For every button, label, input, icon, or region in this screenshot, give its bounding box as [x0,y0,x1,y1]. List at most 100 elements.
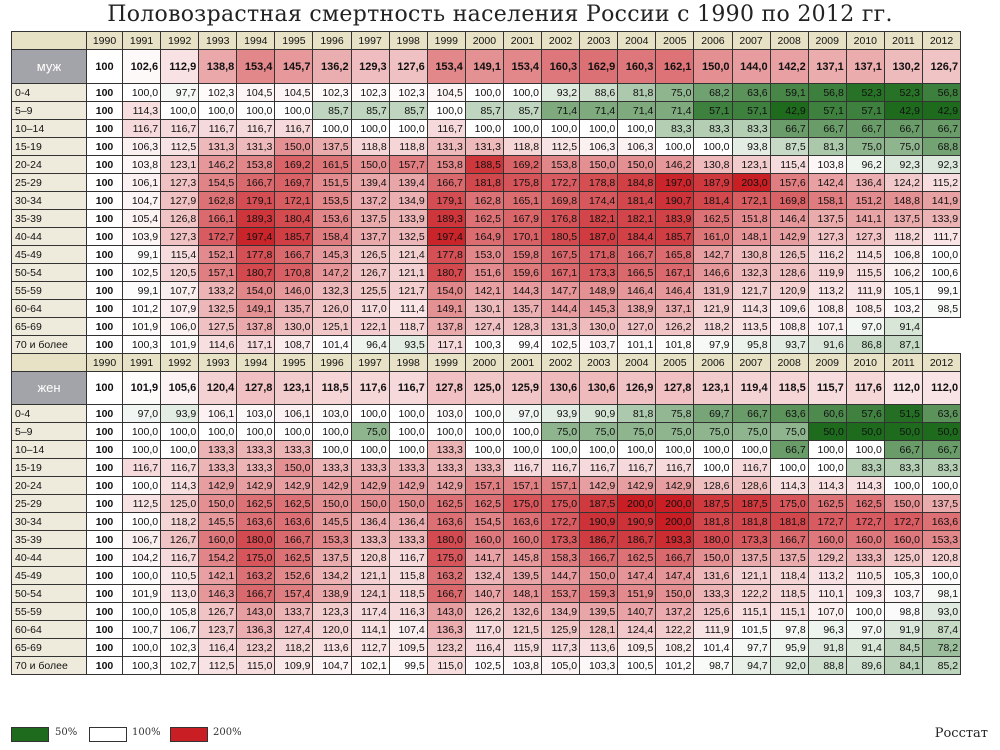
heat-cell: 186,7 [617,530,657,549]
heat-cell: 145,5 [198,512,238,531]
age-row: 65-69 100 100,0 102,3 116,4 123,2 118,2 113,6 11… [11,638,962,657]
heat-cell: 99,1 [921,281,962,300]
heat-cell: 127,8 [426,371,466,405]
heat-cell: 107,0 [807,602,847,621]
heat-cell: 128,3 [502,317,543,336]
heat-cell: 115,8 [388,566,428,585]
legend-label-high: 200% [213,727,242,738]
heat-cell: 142,9 [236,476,276,495]
heat-cell: 166,7 [655,548,695,567]
heat-cell: 133,9 [921,209,962,228]
heat-cell: 190,9 [579,512,619,531]
heat-cell: 91,6 [807,335,847,354]
heat-cell: 150,0 [388,494,428,513]
heat-cell: 153,8 [426,155,466,174]
heat-cell: 78,2 [921,638,962,657]
heat-cell: 105,0 [541,656,581,675]
age-label: 0-4 [11,83,87,102]
heat-cell: 133,7 [274,602,314,621]
heat-cell: 116,7 [198,119,238,138]
age-label: 20-24 [11,155,87,174]
heat-cell: 128,1 [579,620,619,639]
heat-cell: 200,0 [655,494,695,513]
age-row: 55-59 100 100,0 105,8 126,7 143,0 133,7 123,3 11… [11,602,962,621]
heat-cell: 131,3 [236,137,276,156]
heat-cell: 83,3 [883,458,923,477]
heat-cell: 166,7 [579,548,619,567]
heat-cell: 111,9 [845,281,885,300]
year-label: 1994 [236,31,276,50]
heat-cell: 88,8 [807,656,847,675]
heat-cell: 157,1 [541,476,581,495]
year-label: 2010 [845,353,885,372]
heat-cell: 153,4 [502,49,543,84]
heat-cell: 130,6 [541,371,581,405]
heat-cell: 98,1 [921,584,962,603]
heat-cell: 153,4 [426,49,466,84]
heat-cell: 142,9 [198,476,238,495]
heat-cell: 100,0 [388,440,428,459]
heat-cell: 117,6 [350,371,390,405]
heat-cell: 127,3 [807,227,847,246]
heat-cell: 133,3 [464,458,504,477]
heat-cell: 97,7 [731,638,771,657]
base-value: 100 [86,512,123,531]
heat-cell: 115,0 [426,656,466,675]
heat-cell: 100,0 [464,83,504,102]
heat-cell: 163,2 [236,566,276,585]
chart-title: Половозрастная смертность населения Росс… [107,2,893,27]
heat-cell: 189,3 [236,209,276,228]
heat-cell: 117,1 [236,335,276,354]
heat-cell: 188,5 [464,155,504,174]
heat-cell: 161,5 [312,155,352,174]
heat-cell: 100,0 [350,404,390,423]
heat-cell: 146,0 [274,281,314,300]
heat-cell: 100,0 [236,101,276,120]
heat-cell: 123,3 [312,602,352,621]
heat-cell: 57,1 [693,101,733,120]
heat-cell: 133,3 [693,584,733,603]
heat-cell: 117,3 [541,638,581,657]
year-label: 2006 [693,31,733,50]
heat-cell: 146,4 [617,281,657,300]
heat-cell: 108,8 [807,299,847,318]
year-label: 2007 [731,31,771,50]
age-row: 40-44 100 103,9 127,3 172,7 197,4 185,7 158,4 13… [11,227,962,246]
heat-cell: 162,5 [807,494,847,513]
heat-cell: 113,0 [160,584,200,603]
heat-cell: 175,0 [502,494,543,513]
age-row: 45-49 100 100,0 110,5 142,1 163,2 152,6 134,2 12… [11,566,962,585]
heat-cell: 127,8 [655,371,695,405]
age-row: 10–14 100 116,7 116,7 116,7 116,7 116,7 100,0 10… [11,119,962,138]
heat-cell: 101,4 [312,335,352,354]
heat-cell: 142,9 [617,476,657,495]
heat-cell: 181,4 [693,191,733,210]
heat-cell: 182,1 [579,209,619,228]
heat-cell: 150,0 [350,155,390,174]
heat-cell: 120,0 [312,620,352,639]
heat-cell: 146,2 [655,155,695,174]
heat-cell: 112,5 [121,494,162,513]
heat-cell: 133,3 [198,440,238,459]
heat-cell: 130,2 [883,49,923,84]
heat-cell: 114,3 [121,101,162,120]
heat-cell: 142,9 [426,476,466,495]
heat-cell: 103,9 [121,227,162,246]
heat-cell: 134,2 [312,566,352,585]
heat-cell: 103,8 [807,155,847,174]
heat-cell: 139,5 [502,566,543,585]
heat-cell: 87,5 [769,137,809,156]
heat-cell: 93,0 [921,602,962,621]
heat-cell: 145,8 [502,548,543,567]
heat-cell: 116,7 [121,458,162,477]
heat-cell: 137,8 [426,317,466,336]
heat-cell: 91,4 [845,638,885,657]
heat-cell: 116,7 [731,458,771,477]
heat-cell: 100,0 [617,440,657,459]
age-label: 10–14 [11,119,87,138]
heat-cell: 107,4 [388,620,428,639]
year-label: 2006 [693,353,733,372]
heat-cell: 110,5 [845,566,885,585]
heat-cell: 184,4 [617,227,657,246]
heat-cell: 85,7 [350,101,390,120]
